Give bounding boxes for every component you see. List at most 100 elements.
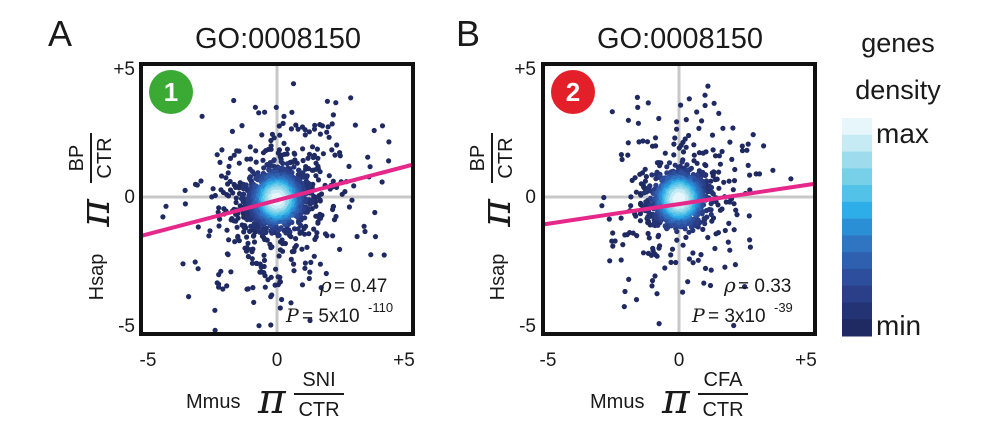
data-point xyxy=(694,109,700,115)
data-point xyxy=(290,81,297,87)
data-point xyxy=(259,132,265,138)
data-point xyxy=(727,139,733,145)
data-point xyxy=(289,109,295,115)
data-point xyxy=(326,173,332,179)
panel-b: B GO:0008150 Hsap π BP CTR +5 0 -5 -5 0 … xyxy=(456,13,817,423)
colorbar-swatch xyxy=(842,268,872,287)
plot-frame xyxy=(139,62,415,336)
colorbar-min-label: min xyxy=(876,310,921,341)
data-point xyxy=(217,216,223,222)
data-point xyxy=(311,253,317,259)
data-point xyxy=(753,171,759,177)
data-point xyxy=(668,252,674,258)
x-tick-label: -5 xyxy=(540,350,557,371)
data-point xyxy=(227,178,233,185)
p-value-base: = 3x10 xyxy=(708,306,766,327)
data-point xyxy=(278,225,284,231)
data-point xyxy=(680,149,687,155)
data-point xyxy=(199,113,205,119)
data-point xyxy=(700,209,706,215)
data-point xyxy=(710,173,716,179)
data-point xyxy=(701,280,707,286)
x-label-prefix: Mmus xyxy=(590,391,644,413)
data-point xyxy=(244,234,250,240)
data-point xyxy=(633,213,639,219)
y-tick-label: +5 xyxy=(113,59,135,80)
data-point xyxy=(309,144,316,150)
data-point xyxy=(317,261,323,267)
data-point xyxy=(742,284,748,290)
data-point xyxy=(256,110,262,116)
data-point xyxy=(713,231,719,237)
data-point xyxy=(607,258,613,264)
data-point xyxy=(304,244,310,250)
data-point xyxy=(300,157,306,164)
badge-number: 2 xyxy=(566,77,580,107)
data-point xyxy=(645,230,651,237)
y-label-numerator: BP xyxy=(467,145,489,172)
correlation-stats: ρ = 0.33 P = 3x10 -39 xyxy=(691,273,793,327)
data-point xyxy=(195,224,201,230)
data-point xyxy=(234,224,240,230)
data-point xyxy=(747,237,753,243)
data-point xyxy=(683,234,689,240)
scatter-plot-area xyxy=(541,62,817,336)
x-label-pi: π xyxy=(257,374,287,423)
data-point xyxy=(291,164,297,170)
data-point xyxy=(324,129,330,135)
data-point xyxy=(284,225,290,231)
data-point xyxy=(244,156,250,162)
data-point xyxy=(610,243,616,249)
y-label-pi: π xyxy=(70,198,119,228)
data-point xyxy=(726,178,732,184)
y-axis-label: Hsap π BP CTR xyxy=(66,133,119,300)
data-point xyxy=(302,260,308,266)
data-point xyxy=(232,239,238,245)
data-point xyxy=(250,246,256,252)
data-point xyxy=(649,172,655,178)
data-point xyxy=(260,157,266,163)
data-point xyxy=(656,115,662,122)
data-point xyxy=(245,253,251,260)
data-point xyxy=(346,204,352,210)
data-point xyxy=(690,260,696,266)
data-point xyxy=(315,177,322,183)
panel-a: A GO:0008150 Hsap π BP CTR +5 0 -5 -5 0 … xyxy=(48,13,415,423)
data-point xyxy=(293,122,299,128)
data-point xyxy=(326,134,332,140)
data-point xyxy=(701,216,707,222)
y-label-numerator: BP xyxy=(66,145,88,172)
data-point xyxy=(702,102,708,109)
data-point xyxy=(279,237,285,243)
data-point xyxy=(722,264,728,270)
data-point xyxy=(662,265,668,271)
regression-line xyxy=(140,162,414,238)
data-point xyxy=(673,259,679,266)
data-point xyxy=(249,260,255,266)
badge-number: 1 xyxy=(164,77,178,107)
data-point xyxy=(640,138,646,144)
data-point xyxy=(244,245,250,251)
data-point xyxy=(371,127,377,134)
colorbar-swatch xyxy=(842,201,872,220)
data-point xyxy=(628,203,634,209)
data-point xyxy=(708,267,714,273)
data-point xyxy=(723,199,729,205)
data-point xyxy=(182,187,188,193)
data-point xyxy=(683,117,689,123)
data-point xyxy=(289,249,295,255)
data-point xyxy=(268,146,274,152)
data-point xyxy=(251,299,257,305)
data-point xyxy=(700,150,706,156)
data-point xyxy=(354,233,360,240)
data-point xyxy=(346,163,352,169)
data-point xyxy=(691,152,697,158)
y-label-prefix: Hsap xyxy=(487,254,509,301)
data-point xyxy=(261,252,267,258)
data-point xyxy=(734,212,740,218)
data-point xyxy=(217,159,223,165)
data-point xyxy=(637,211,644,217)
data-point xyxy=(731,227,737,233)
data-point xyxy=(218,268,224,274)
data-point xyxy=(691,142,697,148)
